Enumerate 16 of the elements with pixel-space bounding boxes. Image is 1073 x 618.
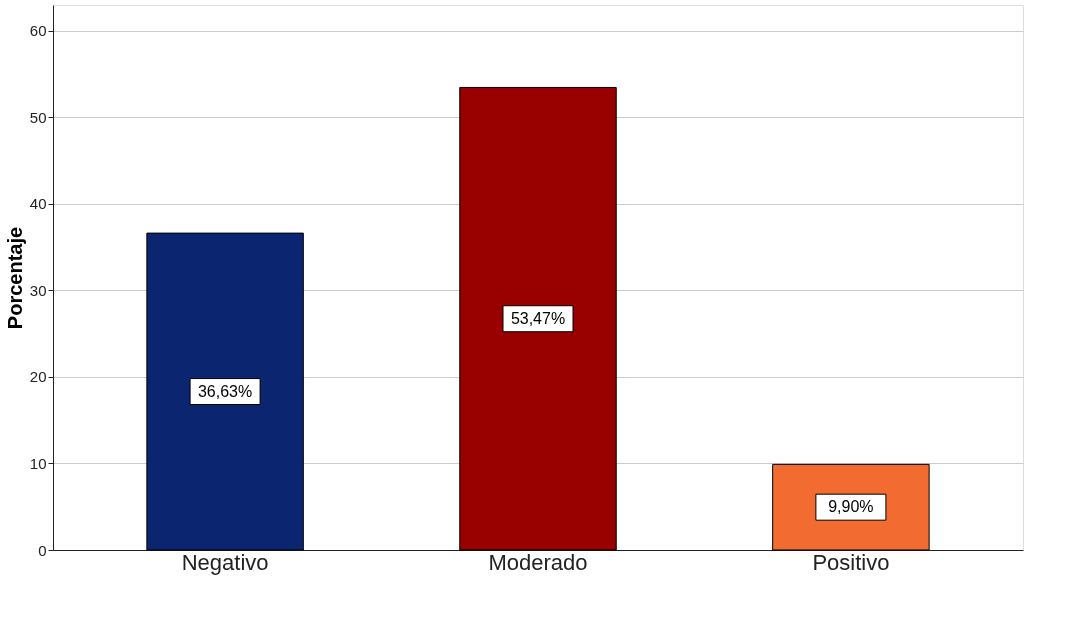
y-axis-title: Porcentaje [3,226,26,330]
y-tick-label: 0 [38,541,47,559]
y-tick-label: 10 [29,454,47,472]
x-tick-label: Positivo [812,549,890,575]
data-label: 53,47% [510,309,566,327]
data-label: 9,90% [828,498,874,516]
x-tick-label: Negativo [181,549,269,575]
bar [459,86,617,551]
y-tick-label: 50 [29,108,47,126]
bar [146,232,304,551]
y-tick-label: 30 [29,281,47,299]
y-tick-label: 60 [29,22,47,40]
y-tick-label: 40 [29,195,47,213]
x-tick-label: Moderado [488,549,588,575]
y-tick-label: 20 [29,368,47,386]
data-label: 36,63% [197,382,253,400]
